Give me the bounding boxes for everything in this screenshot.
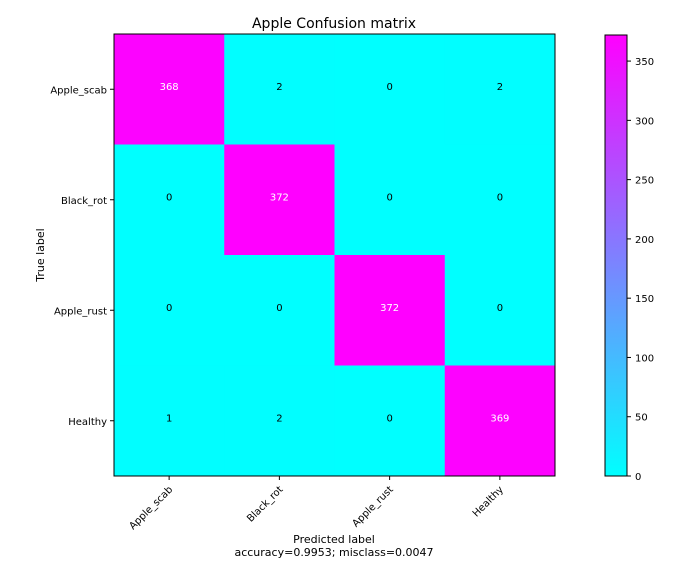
colorbar-tick-label: 300 (635, 116, 654, 127)
matrix-cell (444, 365, 556, 477)
colorbar-tick-label: 150 (635, 294, 654, 305)
y-tick-label: Healthy (68, 417, 107, 428)
matrix-cell (224, 255, 335, 366)
colorbar (604, 34, 628, 477)
colorbar-tick-label: 50 (635, 413, 648, 424)
matrix-cells: 368 2 0 2 0 372 0 0 0 0 372 0 1 2 0 369 (114, 34, 556, 477)
cell-value: 369 (490, 414, 509, 425)
cell-value: 372 (270, 193, 289, 204)
x-tick-label: Healthy (471, 484, 506, 519)
cell-value: 2 (276, 414, 282, 425)
colorbar-ticks: 0 50 100 150 200 250 300 350 (627, 57, 654, 483)
cell-value: 0 (276, 303, 282, 314)
matrix-cell (114, 255, 225, 366)
cell-value: 1 (166, 414, 172, 425)
colorbar-tick-label: 200 (635, 235, 654, 246)
matrix-cell (334, 255, 446, 366)
cell-value: 0 (386, 82, 392, 93)
x-tick-label: Apple_rust (350, 484, 395, 529)
cell-value: 2 (497, 82, 503, 93)
matrix-cell (224, 144, 335, 256)
x-axis-sublabel: accuracy=0.9953; misclass=0.0047 (234, 546, 433, 559)
matrix-cell (334, 365, 446, 477)
cell-value: 0 (386, 414, 392, 425)
cell-value: 0 (166, 193, 172, 204)
y-axis-label: True label (34, 228, 47, 282)
matrix-cell (114, 365, 225, 477)
x-axis-ticks: Apple_scab Black_rot Apple_rust Healthy (127, 476, 506, 532)
colorbar-tick-label: 350 (635, 57, 654, 68)
cell-value: 0 (166, 303, 172, 314)
plot-frame (113, 33, 556, 477)
y-tick-label: Apple_rust (54, 306, 107, 317)
matrix-cell (444, 34, 556, 145)
chart-title: Apple Confusion matrix (252, 16, 416, 32)
matrix-cell (334, 144, 446, 256)
colorbar-tick-label: 0 (635, 472, 641, 483)
cell-value: 0 (386, 193, 392, 204)
cell-value: 372 (380, 303, 399, 314)
y-tick-label: Black_rot (61, 196, 107, 207)
colorbar-tick-label: 250 (635, 176, 654, 187)
matrix-cell (334, 34, 446, 145)
y-tick-label: Apple_scab (50, 85, 107, 96)
x-tick-label: Apple_scab (127, 484, 175, 532)
y-axis-ticks: Apple_scab Black_rot Apple_rust Healthy (50, 85, 114, 428)
matrix-cell (114, 34, 225, 145)
matrix-cell (444, 255, 556, 366)
cell-value: 2 (276, 82, 282, 93)
x-tick-label: Black_rot (245, 484, 285, 524)
matrix-cell (224, 34, 335, 145)
x-axis-label: Predicted label (293, 533, 375, 546)
matrix-cell (114, 144, 225, 256)
cell-value: 0 (497, 303, 503, 314)
matrix-cell (224, 365, 335, 477)
cell-value: 368 (160, 82, 179, 93)
cell-value: 0 (497, 193, 503, 204)
colorbar-tick-label: 100 (635, 353, 654, 364)
matrix-cell (444, 144, 556, 256)
